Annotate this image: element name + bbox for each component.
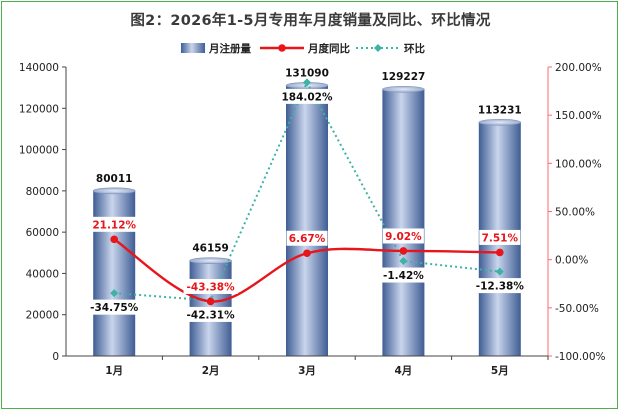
right-axis-tick-label: 0.00%: [555, 255, 588, 267]
right-axis-tick-label: -50.00%: [555, 303, 599, 315]
mom-marker: [399, 257, 408, 266]
bar-1: [93, 190, 136, 356]
bar-value-label: 46159: [192, 243, 229, 255]
x-axis-tick-label: 3月: [298, 365, 316, 377]
yoy-value-label: 7.51%: [482, 232, 519, 244]
legend-label: 环比: [404, 42, 425, 55]
mom-value-label-box: [87, 299, 142, 315]
yoy-value-label-box: [286, 230, 328, 246]
legend-yoy-marker: [278, 44, 286, 52]
yoy-value-label: 21.12%: [92, 219, 136, 231]
yoy-value-label: 9.02%: [385, 231, 422, 243]
bar-value-label: 129227: [381, 71, 425, 83]
right-axis-tick-label: 150.00%: [555, 110, 602, 122]
bar-cap-2: [189, 257, 232, 265]
yoy-value-label-box: [479, 229, 521, 245]
legend-bar-swatch: [181, 43, 205, 53]
x-axis-tick-label: 1月: [105, 365, 123, 377]
mom-value-label-box: [472, 278, 527, 294]
mom-value-label: -1.42%: [383, 270, 424, 282]
x-axis-tick-label: 5月: [491, 365, 509, 377]
bar-3: [286, 85, 328, 356]
left-axis-tick-label: 100000: [19, 145, 59, 157]
mom-marker: [110, 289, 119, 298]
right-axis-tick-label: 200.00%: [555, 62, 602, 74]
bar-cap-5: [478, 118, 522, 126]
bar-value-label: 80011: [96, 173, 133, 185]
legend-label: 月注册量: [208, 42, 251, 55]
x-axis-tick-label: 2月: [202, 365, 220, 377]
mom-value-label: -12.38%: [476, 281, 525, 293]
left-axis-tick-label: 0: [52, 351, 59, 363]
yoy-value-label-box: [90, 216, 138, 232]
yoy-value-label-box: [183, 278, 238, 294]
right-axis-tick-label: -100.00%: [555, 351, 606, 363]
legend-mom-marker: [374, 44, 382, 52]
chart-title: 图2：2026年1-5月专用车月度销量及同比、环比情况: [130, 13, 491, 29]
mom-marker: [303, 78, 311, 87]
yoy-marker: [399, 247, 408, 255]
mom-value-label: -42.31%: [187, 309, 236, 321]
bar-value-label: 113231: [478, 104, 522, 116]
left-axis-tick-label: 60000: [26, 227, 59, 239]
bar-value-label: 131090: [285, 67, 329, 79]
mom-value-label: 184.02%: [281, 91, 333, 103]
mom-value-label-box: [379, 267, 428, 283]
right-axis-tick-label: 50.00%: [555, 207, 595, 219]
bar-cap-1: [92, 187, 136, 195]
right-axis-tick-label: 100.00%: [555, 158, 602, 170]
left-axis-tick-label: 80000: [26, 186, 59, 198]
bar-cap-4: [382, 85, 425, 93]
mom-value-label: -34.75%: [90, 302, 139, 314]
yoy-value-label: -43.38%: [187, 281, 236, 293]
yoy-marker: [496, 248, 504, 257]
legend-label: 月度同比: [307, 42, 350, 55]
x-axis-tick-label: 4月: [394, 365, 412, 377]
left-axis-tick-label: 120000: [19, 103, 59, 115]
bar-4: [382, 89, 425, 356]
yoy-marker: [110, 235, 118, 244]
mom-marker: [495, 267, 504, 276]
yoy-marker: [303, 249, 311, 258]
yoy-value-label-box: [382, 228, 424, 244]
yoy-value-label: 6.67%: [289, 233, 326, 245]
left-axis-tick-label: 40000: [26, 268, 59, 280]
mom-value-label-box: [183, 306, 238, 322]
left-axis-tick-label: 20000: [26, 310, 59, 322]
mom-value-label-box: [279, 88, 335, 104]
yoy-marker: [206, 297, 215, 306]
left-axis-tick-label: 140000: [19, 62, 59, 74]
